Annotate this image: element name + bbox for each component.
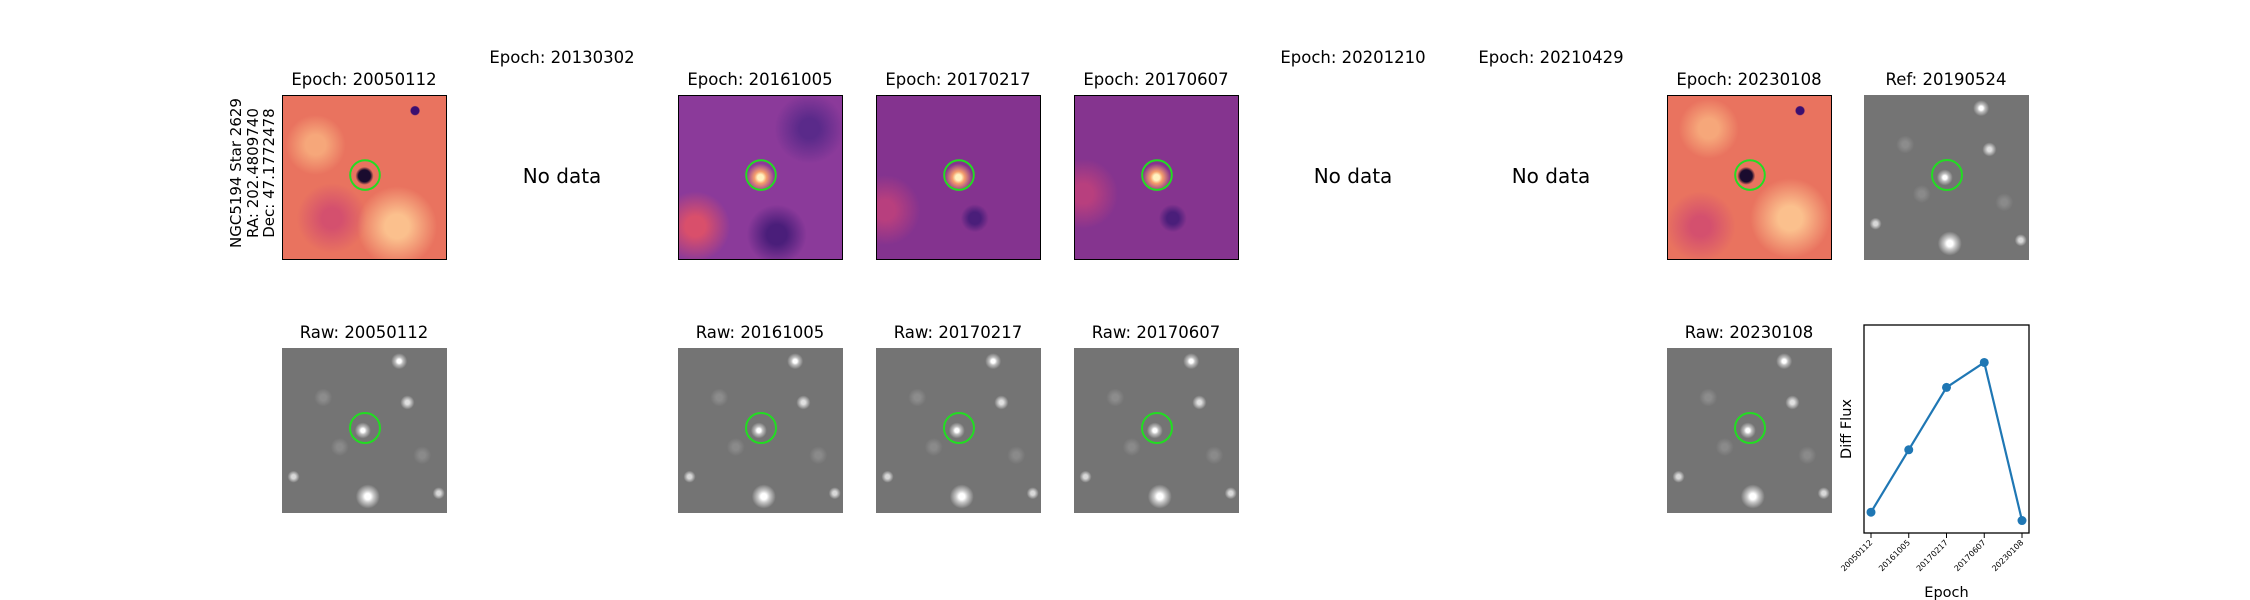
data-point: [2017, 516, 2027, 526]
raw-title-2: Raw: 20161005: [695, 323, 825, 342]
epoch-title-2: Epoch: 20161005: [687, 70, 833, 89]
epoch-title-1: Epoch: 20130302: [489, 48, 635, 67]
target-marker: [943, 412, 975, 444]
target-marker: [1141, 412, 1173, 444]
target-marker: [1734, 159, 1766, 191]
epoch-title-3: Epoch: 20170217: [885, 70, 1031, 89]
raw-title-4: Raw: 20170607: [1091, 323, 1221, 342]
x-axis-label: Epoch: [1924, 585, 1968, 600]
no-data-text-1: No data: [522, 164, 602, 188]
data-point: [1904, 445, 1914, 455]
reference-image: [1864, 95, 2029, 260]
epoch-title-6: Epoch: 20210429: [1478, 48, 1624, 67]
epoch-title-7: Epoch: 20230108: [1676, 70, 1822, 89]
raw-image-4: [1074, 348, 1239, 513]
epoch-title-4: Epoch: 20170607: [1083, 70, 1229, 89]
object-label: NGC5194 Star 2629 RA: 202.4809740 Dec: 4…: [227, 98, 278, 248]
x-tick-label: 20230108: [1990, 538, 2025, 573]
no-data-text-6: No data: [1511, 164, 1591, 188]
y-axis-label: Diff Flux: [1839, 399, 1855, 459]
data-point: [1979, 357, 1989, 367]
epoch-title-0: Epoch: 20050112: [291, 70, 437, 89]
target-marker: [1141, 159, 1173, 191]
raw-title-0: Raw: 20050112: [299, 323, 429, 342]
chart-frame: [1863, 324, 2030, 534]
target-marker: [745, 412, 777, 444]
x-tick-label: 20161005: [1877, 538, 1912, 573]
diff-image-3: [876, 95, 1041, 260]
ref-title: Ref: 20190524: [1885, 70, 2007, 89]
object-ra: RA: 202.4809740: [243, 108, 262, 238]
target-marker: [745, 159, 777, 191]
x-tick-label: 20170607: [1953, 538, 1988, 573]
raw-image-0: [282, 348, 447, 513]
target-marker: [349, 412, 381, 444]
x-tick-label: 20050112: [1839, 538, 1874, 573]
raw-title-3: Raw: 20170217: [893, 323, 1023, 342]
raw-image-3: [876, 348, 1041, 513]
object-name: NGC5194 Star 2629: [227, 98, 245, 248]
target-marker: [1734, 412, 1766, 444]
raw-title-7: Raw: 20230108: [1684, 323, 1814, 342]
series-line: [1870, 360, 2024, 521]
diff-image-4: [1074, 95, 1239, 260]
data-point: [1866, 507, 1876, 517]
target-marker: [1931, 159, 1963, 191]
diff-image-0: [282, 95, 447, 260]
object-dec: Dec: 47.1772478: [260, 108, 278, 238]
epoch-title-5: Epoch: 20201210: [1280, 48, 1426, 67]
raw-image-2: [678, 348, 843, 513]
diff-image-2: [678, 95, 843, 260]
data-point: [1942, 382, 1951, 392]
no-data-text-5: No data: [1313, 164, 1393, 188]
diff-image-7: [1667, 95, 1832, 260]
raw-image-7: [1667, 348, 1832, 513]
target-marker: [349, 159, 381, 191]
target-marker: [943, 159, 975, 191]
x-tick-label: 20170217: [1915, 538, 1950, 573]
